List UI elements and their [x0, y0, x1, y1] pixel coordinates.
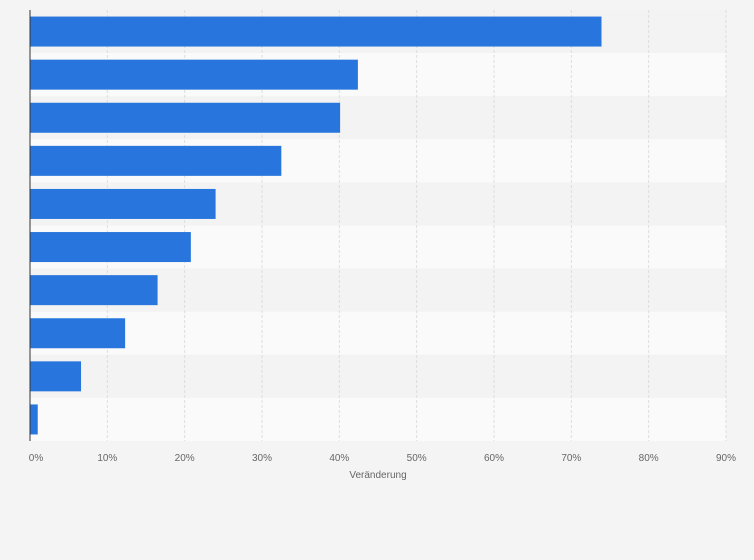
row-band — [30, 311, 726, 355]
bar[interactable] — [30, 232, 191, 263]
x-tick-label: 0% — [29, 453, 44, 464]
x-tick-label: 30% — [252, 453, 272, 464]
x-tick-label: 80% — [639, 453, 659, 464]
bars — [30, 16, 602, 435]
bar[interactable] — [30, 102, 341, 133]
bar[interactable] — [30, 188, 216, 219]
x-tick-label: 40% — [329, 453, 349, 464]
bar[interactable] — [30, 275, 158, 306]
x-tick-labels: 0% 10% 20% 30% 40% 50% 60% 70% 80% 90% — [29, 453, 736, 464]
bar[interactable] — [30, 16, 602, 47]
bar[interactable] — [30, 59, 358, 90]
row-band — [30, 354, 726, 398]
x-tick-label: 90% — [716, 453, 736, 464]
x-tick-label: 50% — [407, 453, 427, 464]
bar[interactable] — [30, 361, 82, 392]
x-axis-title: Veränderung — [349, 470, 406, 481]
bar[interactable] — [30, 318, 126, 349]
row-band — [30, 397, 726, 441]
x-tick-label: 10% — [97, 453, 117, 464]
x-tick-label: 20% — [175, 453, 195, 464]
bar[interactable] — [30, 404, 38, 435]
x-tick-label: 60% — [484, 453, 504, 464]
x-tick-label: 70% — [561, 453, 581, 464]
bar[interactable] — [30, 145, 282, 176]
